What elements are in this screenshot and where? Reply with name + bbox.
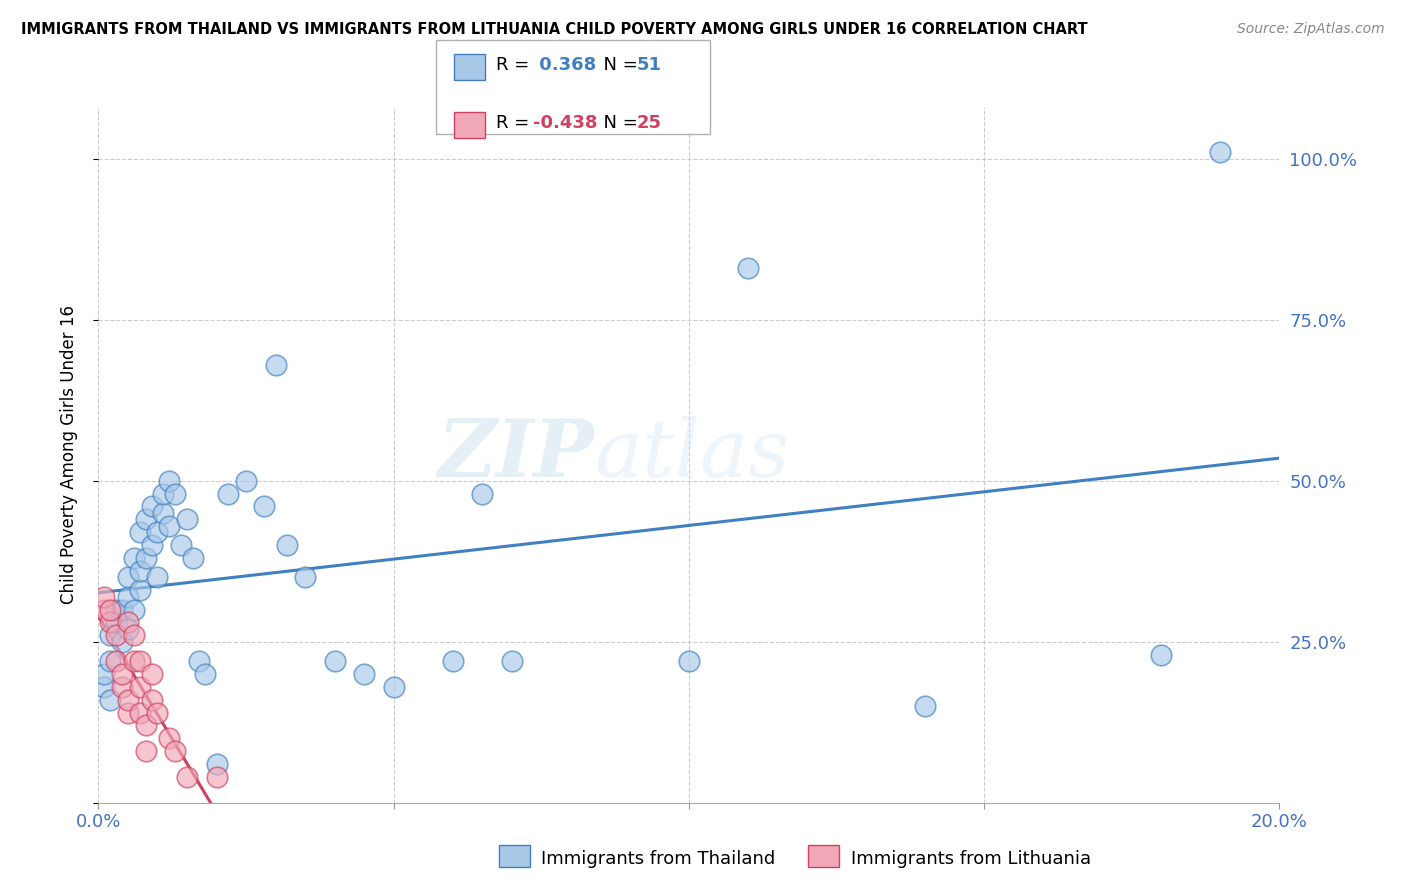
Point [141, 667, 163, 681]
Point [205, 757, 228, 772]
Point [128, 564, 150, 578]
Point [382, 680, 405, 694]
Text: 0.368: 0.368 [533, 56, 596, 74]
Text: 25: 25 [637, 114, 662, 132]
Point [253, 500, 276, 514]
Point [105, 628, 128, 642]
Point [128, 680, 150, 694]
Point [176, 770, 198, 784]
Point [176, 512, 198, 526]
Point [111, 602, 134, 616]
Point [141, 692, 163, 706]
Point [117, 622, 139, 636]
Point [93, 667, 115, 681]
Point [471, 486, 494, 500]
Point [264, 358, 287, 372]
Point [111, 680, 134, 694]
Point [135, 551, 157, 566]
Point [157, 518, 180, 533]
Point [441, 654, 464, 668]
Point [93, 590, 115, 604]
Point [141, 500, 163, 514]
Point [187, 654, 209, 668]
Point [105, 654, 128, 668]
Point [181, 551, 204, 566]
Point [165, 486, 187, 500]
Point [1209, 145, 1232, 160]
Text: 51: 51 [637, 56, 662, 74]
Point [105, 615, 128, 630]
Text: R =: R = [496, 56, 536, 74]
Point [117, 706, 139, 720]
Y-axis label: Child Poverty Among Girls Under 16: Child Poverty Among Girls Under 16 [59, 305, 77, 605]
Point [111, 634, 134, 648]
Text: Immigrants from Thailand: Immigrants from Thailand [541, 850, 776, 868]
Point [135, 718, 157, 732]
Point [122, 654, 145, 668]
Text: ZIP: ZIP [437, 417, 595, 493]
Point [294, 570, 316, 584]
Text: -0.438: -0.438 [533, 114, 598, 132]
Point [135, 744, 157, 758]
Point [157, 731, 180, 746]
Point [128, 525, 150, 540]
Point [117, 692, 139, 706]
Point [105, 602, 128, 616]
Point [128, 706, 150, 720]
Point [128, 654, 150, 668]
Point [98, 602, 121, 616]
Point [93, 602, 115, 616]
Point [98, 615, 121, 630]
Point [152, 486, 174, 500]
Point [1150, 648, 1173, 662]
Point [165, 744, 187, 758]
Point [122, 628, 145, 642]
Point [141, 538, 163, 552]
Text: IMMIGRANTS FROM THAILAND VS IMMIGRANTS FROM LITHUANIA CHILD POVERTY AMONG GIRLS : IMMIGRANTS FROM THAILAND VS IMMIGRANTS F… [21, 22, 1088, 37]
Point [353, 667, 375, 681]
Point [737, 261, 759, 276]
Point [146, 525, 169, 540]
Text: R =: R = [496, 114, 536, 132]
Point [205, 770, 228, 784]
Text: N =: N = [592, 56, 644, 74]
Point [146, 570, 169, 584]
Point [501, 654, 523, 668]
Point [93, 680, 115, 694]
Text: Immigrants from Lithuania: Immigrants from Lithuania [851, 850, 1091, 868]
Point [152, 506, 174, 520]
Point [170, 538, 193, 552]
Text: N =: N = [592, 114, 644, 132]
Point [128, 583, 150, 598]
Point [678, 654, 700, 668]
Point [146, 706, 169, 720]
Point [117, 570, 139, 584]
Text: atlas: atlas [595, 417, 790, 493]
Point [135, 512, 157, 526]
Point [98, 654, 121, 668]
Point [122, 551, 145, 566]
Point [117, 590, 139, 604]
Point [98, 692, 121, 706]
Point [111, 667, 134, 681]
Point [157, 474, 180, 488]
Point [117, 615, 139, 630]
Point [235, 474, 257, 488]
Point [98, 628, 121, 642]
Point [194, 667, 217, 681]
Text: Source: ZipAtlas.com: Source: ZipAtlas.com [1237, 22, 1385, 37]
Point [323, 654, 346, 668]
Point [914, 699, 936, 714]
Point [122, 602, 145, 616]
Point [217, 486, 239, 500]
Point [276, 538, 298, 552]
